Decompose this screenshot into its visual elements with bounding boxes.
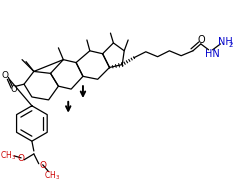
Text: O: O bbox=[2, 71, 9, 80]
Text: HN: HN bbox=[205, 49, 219, 59]
Text: O: O bbox=[39, 161, 46, 170]
Text: O: O bbox=[11, 85, 17, 94]
Text: 2: 2 bbox=[228, 42, 233, 48]
Text: O: O bbox=[198, 35, 206, 45]
Text: O: O bbox=[17, 154, 25, 163]
Text: NH: NH bbox=[218, 37, 233, 47]
Text: $\mathdefault{CH_3}$: $\mathdefault{CH_3}$ bbox=[0, 150, 16, 162]
Text: $\mathdefault{CH_3}$: $\mathdefault{CH_3}$ bbox=[45, 169, 61, 182]
